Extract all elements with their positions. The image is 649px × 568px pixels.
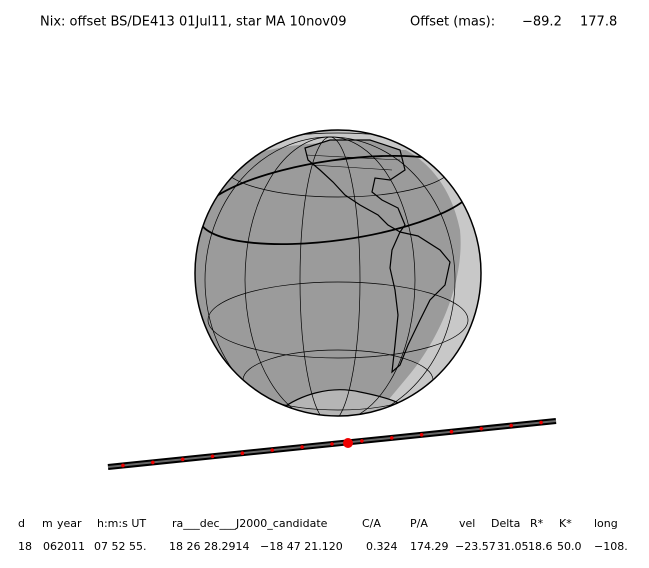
time-marker (240, 451, 245, 456)
column-header: P/A (410, 517, 428, 530)
time-marker (360, 439, 364, 443)
column-header: Delta (491, 517, 520, 530)
cell: −108. (594, 540, 628, 553)
meridian (204, 136, 456, 416)
globe-disk (195, 130, 481, 416)
time-markers (121, 420, 543, 468)
column-header: d (18, 517, 25, 530)
cell: 18.6 (528, 540, 553, 553)
table-header: d m year h:m:s UT ra___dec___J2000_candidate… (18, 517, 618, 530)
time-marker (270, 448, 275, 452)
cell: −18 47 21.120 (260, 540, 343, 553)
cell: 31.05 (497, 540, 529, 553)
cell: 0.324 (366, 540, 398, 553)
north-america (304, 139, 406, 233)
column-header: m (42, 517, 53, 530)
closest-approach (343, 438, 353, 448)
cell: 174.29 (410, 540, 449, 553)
title: Nix: offset BS/DE413 01Jul11, star MA 10… (40, 15, 347, 30)
twilight-zone (380, 135, 481, 410)
cell: 18 26 28.2914 (169, 540, 249, 553)
time-marker (509, 423, 513, 428)
time-marker (180, 457, 185, 462)
cell: 2011 (57, 540, 85, 553)
time-marker (121, 463, 125, 468)
time-marker (151, 460, 155, 465)
time-marker (479, 426, 484, 431)
parallel (207, 281, 469, 359)
time-marker (330, 442, 334, 446)
time-marker (300, 445, 304, 449)
table-row: 18 06 2011 07 52 55. 18 26 28.2914 −18 47 21.… (18, 540, 628, 553)
column-header: ra___dec___J2000_candidate (172, 517, 328, 530)
column-header: year (57, 517, 82, 530)
cell: 07 52 55. (94, 540, 146, 553)
column-header: C/A (362, 517, 381, 530)
time-marker (449, 429, 454, 434)
cell: 50.0 (557, 540, 582, 553)
column-header: h:m:s UT (97, 517, 146, 530)
offset-value: 177.8 (580, 15, 617, 30)
results-table: d m year h:m:s UT ra___dec___J2000_candidate… (18, 517, 628, 553)
cell: −23.57 (455, 540, 496, 553)
time-marker (210, 454, 215, 459)
globe-outline (194, 129, 482, 417)
globe (194, 129, 482, 417)
column-header: long (594, 517, 618, 530)
column-header: K* (559, 517, 572, 530)
cell: 06 (43, 540, 57, 553)
offset-value: −89.2 (522, 15, 562, 30)
cell: 18 (18, 540, 32, 553)
south-america (389, 231, 451, 374)
column-header: vel (459, 517, 475, 530)
time-marker (539, 420, 543, 425)
offset-label: Offset (mas): (410, 15, 495, 30)
time-marker (419, 433, 424, 437)
column-header: R* (530, 517, 544, 530)
time-marker (389, 436, 394, 440)
